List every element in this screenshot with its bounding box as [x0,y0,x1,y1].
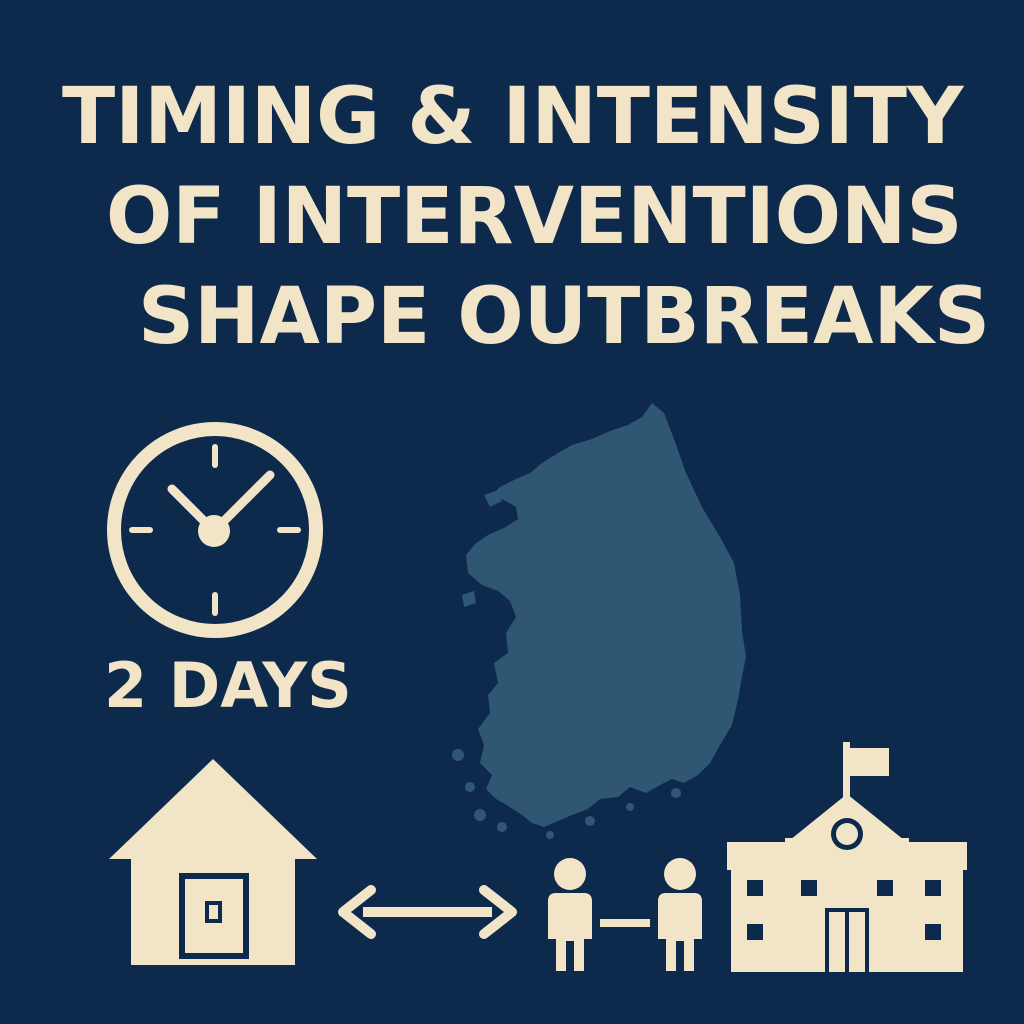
clock-icon [107,422,323,638]
title-line-2: OF INTERVENTIONS [106,172,963,262]
title-line-3: SHAPE OUTBREAKS [138,272,991,362]
double-arrow-icon [338,885,517,939]
people-distancing-icon [548,858,702,971]
south-korea-map [452,403,746,839]
duration-label: 2 DAYS [104,649,352,722]
school-icon [727,742,967,972]
house-icon [109,759,317,965]
title-line-1: TIMING & INTENSITY [62,72,964,162]
